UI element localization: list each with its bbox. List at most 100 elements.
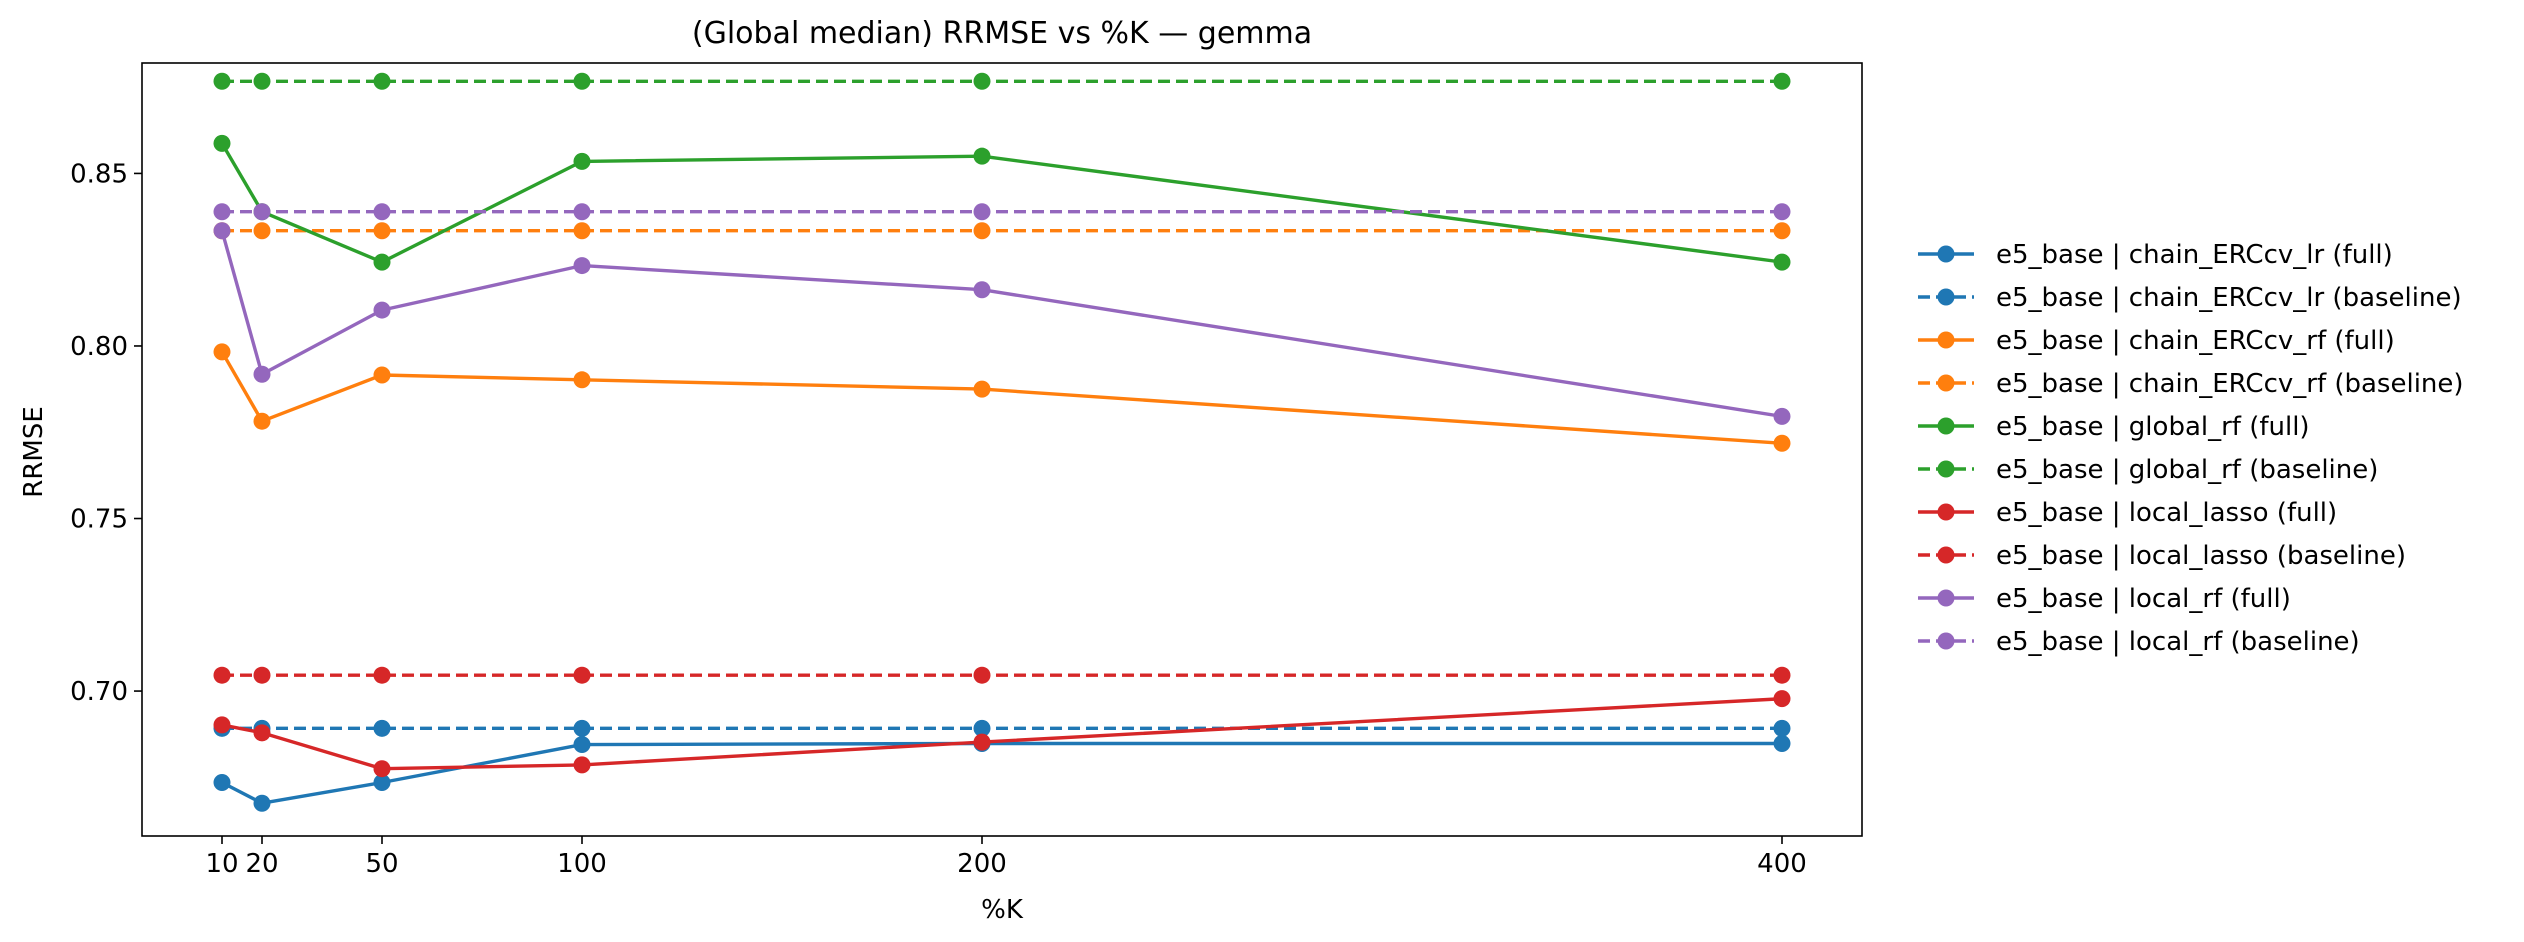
data-point [573,72,591,90]
x-tick-label: 20 [245,849,278,879]
data-point [1773,735,1791,753]
data-point [573,257,591,275]
legend-item: e5_base | chain_ERCcv_rf (full) [1918,326,2395,356]
legend-label: e5_base | local_rf (baseline) [1996,627,2360,657]
series-line [220,230,1783,419]
data-point [573,152,591,170]
legend-label: e5_base | global_rf (full) [1996,412,2310,442]
legend-swatch-marker [1937,503,1955,521]
plot-area [213,72,1791,812]
data-point [1773,434,1791,452]
data-point [253,794,271,812]
legend-item: e5_base | local_lasso (baseline) [1918,541,2406,571]
data-point [213,666,231,684]
data-point [973,733,991,751]
legend-item: e5_base | chain_ERCcv_lr (baseline) [1918,283,2462,313]
x-tick-label: 400 [1757,849,1807,879]
data-point [1773,222,1791,240]
legend-swatch-marker [1937,374,1955,392]
series-9 [213,203,1791,221]
data-point [573,203,591,221]
axes-frame [141,62,1863,837]
data-point [253,365,271,383]
series-line [220,350,1783,445]
y-tick-label: 0.85 [70,159,128,189]
data-point [373,366,391,384]
data-point [973,203,991,221]
series-1 [213,719,1791,737]
legend-label: e5_base | global_rf (baseline) [1996,455,2378,485]
data-point [573,736,591,754]
legend-item: e5_base | global_rf (full) [1918,412,2310,442]
data-point [1773,666,1791,684]
series-2 [213,343,1791,452]
legend-swatch-marker [1937,245,1955,263]
series-line [221,697,1783,771]
data-point [213,716,231,734]
data-point [213,134,231,152]
x-tick-label: 10 [205,849,238,879]
data-point [973,72,991,90]
data-point [373,203,391,221]
data-point [573,666,591,684]
data-point [253,203,271,221]
data-point [253,412,271,430]
y-tick-label: 0.70 [70,677,128,707]
legend-label: e5_base | chain_ERCcv_lr (full) [1996,240,2393,270]
y-tick-label: 0.80 [70,332,128,362]
data-point [1773,253,1791,271]
legend-item: e5_base | local_rf (baseline) [1918,627,2360,657]
legend-label: e5_base | local_lasso (baseline) [1996,541,2406,571]
data-point [373,760,391,778]
data-point [373,301,391,319]
chart-title: (Global median) RRMSE vs %K — gemma [692,16,1312,51]
data-point [573,756,591,774]
data-point [1773,690,1791,708]
x-axis-label: %K [981,895,1024,925]
data-point [213,72,231,90]
x-tick-label: 200 [957,849,1007,879]
data-point [1773,407,1791,425]
legend-label: e5_base | local_lasso (full) [1996,498,2337,528]
data-point [373,719,391,737]
data-point [213,222,231,240]
y-tick-label: 0.75 [70,505,128,535]
data-point [573,371,591,389]
series-0 [213,735,1791,812]
data-point [973,147,991,165]
legend-swatch-marker [1937,331,1955,349]
data-point [573,719,591,737]
legend-label: e5_base | chain_ERCcv_lr (baseline) [1996,283,2462,313]
axes: 10 20 50 100 200 400 0.70 0.75 0.80 0.85 [70,62,1863,879]
legend-item: e5_base | chain_ERCcv_lr (full) [1918,240,2393,270]
data-point [973,380,991,398]
series-7 [213,666,1791,684]
series-6 [213,690,1791,778]
legend-label: e5_base | chain_ERCcv_rf (full) [1996,326,2395,356]
data-point [253,724,271,742]
data-point [373,253,391,271]
data-point [373,72,391,90]
legend-label: e5_base | chain_ERCcv_rf (baseline) [1996,369,2464,399]
data-point [973,281,991,299]
y-axis-label: RRMSE [19,406,49,498]
data-point [973,666,991,684]
data-point [253,222,271,240]
series-line [221,741,1782,805]
data-point [253,72,271,90]
legend-item: e5_base | global_rf (baseline) [1918,455,2378,485]
legend-item: e5_base | chain_ERCcv_rf (baseline) [1918,369,2464,399]
data-point [253,666,271,684]
legend-swatch-marker [1937,288,1955,306]
data-point [973,222,991,240]
legend-item: e5_base | local_lasso (full) [1918,498,2337,528]
legend-swatch-marker [1937,589,1955,607]
data-point [373,222,391,240]
legend-item: e5_base | local_rf (full) [1918,584,2291,614]
data-point [573,222,591,240]
data-point [1773,203,1791,221]
series-5 [213,72,1791,90]
legend: e5_base | chain_ERCcv_lr (full) e5_base |… [1918,240,2464,657]
x-tick-label: 50 [365,849,398,879]
